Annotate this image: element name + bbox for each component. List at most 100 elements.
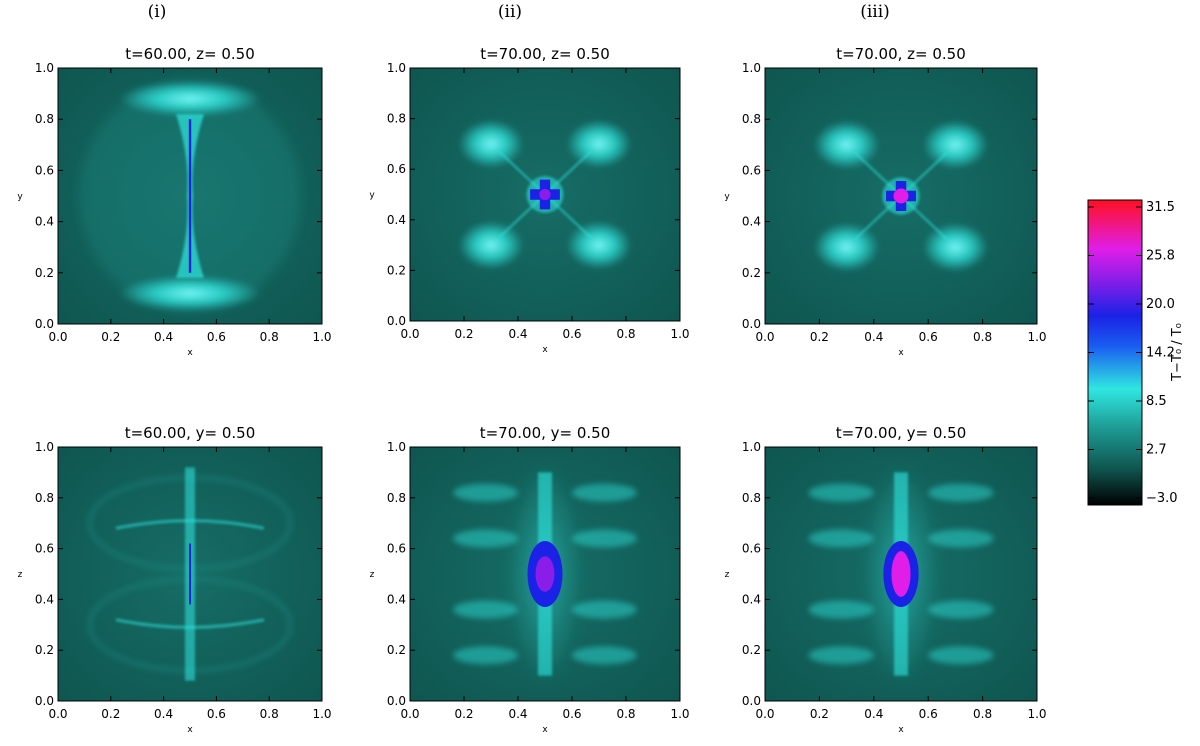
colorbar-tick-label: 31.5 xyxy=(1146,200,1175,215)
y-tick-label: 0.4 xyxy=(742,592,761,606)
x-tick-label: 0.8 xyxy=(616,707,635,721)
y-tick-label: 0.2 xyxy=(35,643,54,657)
panel-i-top: t=60.00, z= 0.50 0.00.0 0.2 0.2 0.4 0.4 0.6 0.6… xyxy=(17,45,331,358)
panel-title: t=70.00, z= 0.50 xyxy=(480,45,610,63)
y-tick-label: 1.0 xyxy=(35,440,54,454)
column-label-iii: (iii) xyxy=(860,2,890,22)
quadrant-lobe xyxy=(813,120,880,170)
x-tick-label: 1.0 xyxy=(1027,330,1046,344)
panel-frame xyxy=(409,446,681,702)
x-tick-label: 0.6 xyxy=(562,707,581,721)
side-lobe-right xyxy=(572,646,637,665)
panel-title: t=70.00, y= 0.50 xyxy=(480,424,611,442)
y-tick-label: 0.4 xyxy=(742,215,761,229)
x-tick-label: 0.8 xyxy=(973,330,992,344)
colorbar-label: T−T₀ / T₀ xyxy=(1170,323,1185,382)
x-axis-label: x xyxy=(898,725,904,735)
y-tick-label: 1.0 xyxy=(35,61,54,75)
x-tick-label: 0.6 xyxy=(919,707,938,721)
quadrant-lobe xyxy=(922,222,989,272)
y-axis-label: y xyxy=(724,192,730,202)
x-tick-label: 0.2 xyxy=(810,707,829,721)
y-axis-label: y xyxy=(369,191,375,201)
upper-jet-lobe xyxy=(118,80,262,117)
y-tick-label: 0.6 xyxy=(387,162,406,176)
x-tick-label: 0.0 xyxy=(48,707,67,721)
side-lobe-left xyxy=(808,600,874,619)
y-tick-label: 1.0 xyxy=(742,61,761,75)
x-tick-label: 0.4 xyxy=(864,330,883,344)
x-tick-label: 1.0 xyxy=(312,707,331,721)
x-tick-label: 0.6 xyxy=(207,707,226,721)
panel-frame xyxy=(57,446,323,702)
y-tick-label: 0.2 xyxy=(742,643,761,657)
side-lobe-right xyxy=(572,529,637,548)
panel-frame xyxy=(409,67,681,322)
y-tick-label: 1.0 xyxy=(742,440,761,454)
y-tick-label: 0.8 xyxy=(35,112,54,126)
y-tick-label: 0.0 xyxy=(387,694,406,708)
quadrant-lobe xyxy=(566,119,632,168)
colorbar-tick-label: 14.2 xyxy=(1146,346,1175,361)
y-tick-label: 0.0 xyxy=(742,317,761,331)
y-tick-label: 0.0 xyxy=(742,694,761,708)
quadrant-lobe xyxy=(566,221,632,270)
quadrant-lobe xyxy=(922,120,989,170)
x-tick-label: 0.0 xyxy=(400,327,419,341)
x-axis-label: x xyxy=(542,345,548,355)
y-tick-label: 0.6 xyxy=(35,542,54,556)
x-tick-label: 1.0 xyxy=(1027,707,1046,721)
quadrant-lobe xyxy=(458,119,524,168)
side-lobe-left xyxy=(453,600,518,619)
y-tick-label: 1.0 xyxy=(387,61,406,75)
y-axis-label: z xyxy=(725,570,730,580)
y-tick-label: 0.6 xyxy=(742,542,761,556)
panel-title: t=60.00, y= 0.50 xyxy=(125,424,256,442)
x-tick-label: 0.2 xyxy=(101,707,120,721)
colorbar-tick-label: 20.0 xyxy=(1146,297,1175,312)
column-label-ii: (ii) xyxy=(498,2,522,22)
y-tick-label: 0.0 xyxy=(35,694,54,708)
x-tick-label: 0.0 xyxy=(755,330,774,344)
panel-ii-bottom: t=70.00, y= 0.50 0.00.0 0.2 0.2 0.4 0.4 0.6 0.6… xyxy=(370,424,690,735)
colorbar: 31.5 25.8 20.0 14.2 8.5 2.7 −3.0 T−T₀ / T₀ xyxy=(1087,199,1185,506)
panel-title: t=60.00, z= 0.50 xyxy=(125,45,255,63)
side-lobe-left xyxy=(453,646,518,665)
y-tick-label: 0.4 xyxy=(387,213,406,227)
y-tick-label: 0.0 xyxy=(387,314,406,328)
side-lobe-right xyxy=(572,600,637,619)
colorbar-tick-label: 8.5 xyxy=(1146,394,1167,409)
x-tick-label: 0.2 xyxy=(454,707,473,721)
column-label-i: (i) xyxy=(148,2,167,22)
y-tick-label: 0.6 xyxy=(742,163,761,177)
x-axis-label: x xyxy=(187,348,193,358)
y-tick-label: 0.6 xyxy=(35,163,54,177)
x-tick-label: 0.4 xyxy=(508,327,527,341)
x-tick-label: 0.8 xyxy=(260,707,279,721)
x-axis-label: x xyxy=(898,348,904,358)
colorbar-tick-label: 25.8 xyxy=(1146,249,1175,264)
y-tick-label: 0.4 xyxy=(35,592,54,606)
y-tick-label: 0.8 xyxy=(35,491,54,505)
side-lobe-right xyxy=(572,483,637,502)
x-tick-label: 0.0 xyxy=(400,707,419,721)
x-tick-label: 0.4 xyxy=(508,707,527,721)
x-tick-label: 0.8 xyxy=(973,707,992,721)
colorbar-gradient xyxy=(1087,199,1143,506)
panel-ii-top: t=70.00, z= 0.50 0.00.0 0.2 0.2 0.4 0.4 0.6 0.6… xyxy=(369,45,689,355)
x-tick-label: 0.2 xyxy=(810,330,829,344)
panel-iii-bottom: t=70.00, y= 0.50 0.00.0 0.2 0.2 0.4 0.4 0.6 0.6… xyxy=(725,424,1047,735)
x-tick-label: 0.4 xyxy=(864,707,883,721)
y-tick-label: 0.2 xyxy=(742,266,761,280)
x-tick-label: 0.2 xyxy=(101,330,120,344)
core-peak xyxy=(535,556,555,592)
y-axis-label: y xyxy=(17,192,23,202)
side-lobe-left xyxy=(808,646,874,665)
side-lobe-right xyxy=(928,600,994,619)
current-sheet-core xyxy=(188,119,192,273)
x-tick-label: 1.0 xyxy=(312,330,331,344)
x-axis-label: x xyxy=(542,725,548,735)
x-tick-label: 1.0 xyxy=(670,327,689,341)
colorbar-tick-label: −3.0 xyxy=(1146,491,1178,506)
panel-frame xyxy=(57,67,323,325)
